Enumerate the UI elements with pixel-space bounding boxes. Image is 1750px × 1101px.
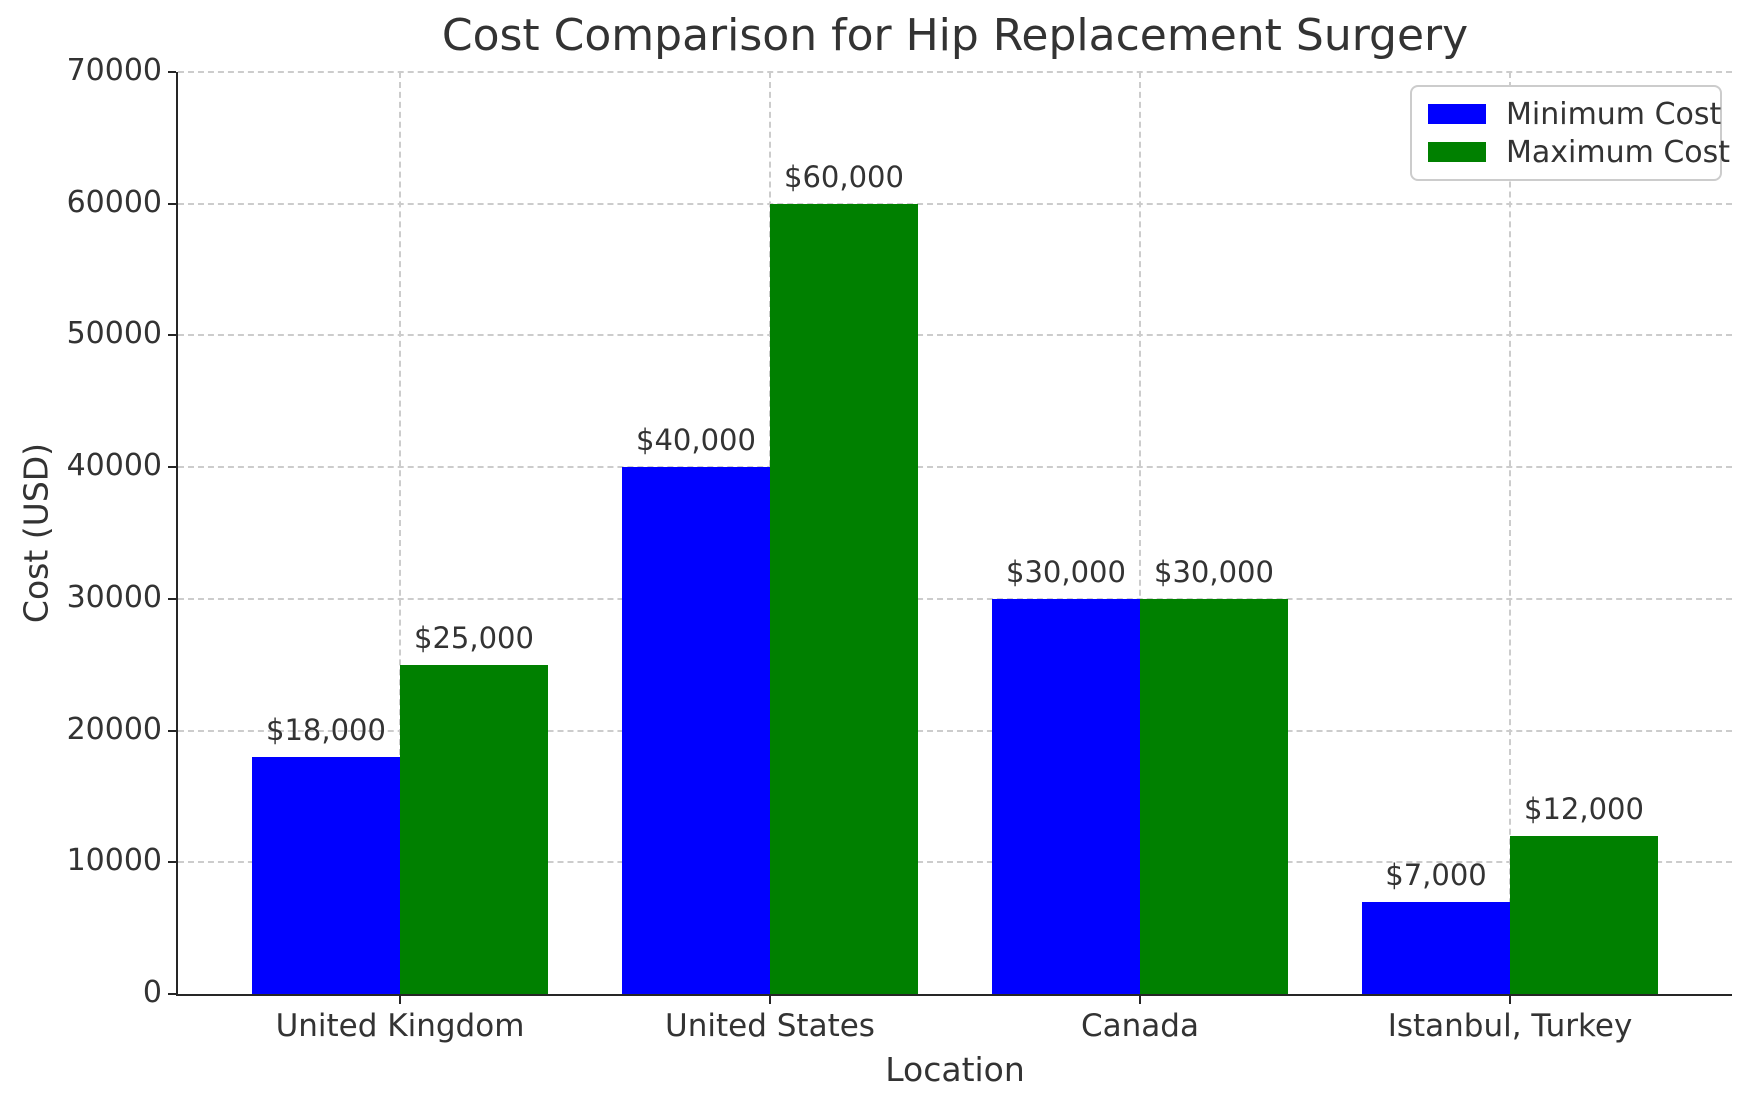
grid-line-y-40000: [178, 466, 1732, 469]
bar-maximum-cost-united-states: [770, 203, 918, 994]
bar-maximum-cost-istanbul-turkey: [1510, 835, 1658, 994]
legend-swatch-maximum-cost: [1428, 142, 1486, 162]
y-tick-70000: [168, 71, 176, 73]
x-tick-united-states: [769, 996, 771, 1004]
grid-line-y-30000: [178, 597, 1732, 600]
y-tick-label-20000: 20000: [66, 711, 162, 747]
bar-minimum-cost-united-states: [622, 467, 770, 994]
bar-value-maximum-cost-istanbul-turkey: $12,000: [1524, 791, 1644, 826]
x-tick-united-kingdom: [399, 996, 401, 1004]
x-tick-canada: [1139, 996, 1141, 1004]
y-tick-label-60000: 60000: [66, 184, 162, 220]
y-tick-50000: [168, 334, 176, 337]
grid-line-y-60000: [178, 202, 1732, 205]
grid-line-x-istanbul-turkey: [1509, 72, 1511, 994]
bar-value-minimum-cost-united-kingdom: $18,000: [266, 712, 386, 747]
x-tick-label-canada: Canada: [1081, 1008, 1199, 1044]
y-tick-40000: [168, 466, 176, 469]
bar-minimum-cost-istanbul-turkey: [1362, 901, 1510, 994]
legend-swatch-minimum-cost: [1428, 104, 1486, 124]
x-tick-label-united-states: United States: [665, 1008, 875, 1044]
x-tick-label-istanbul-turkey: Istanbul, Turkey: [1387, 1008, 1633, 1044]
x-tick-label-united-kingdom: United Kingdom: [275, 1008, 525, 1044]
x-axis-title: Location: [885, 1050, 1025, 1089]
y-tick-label-0: 0: [142, 975, 162, 1010]
legend-label-maximum-cost: Maximum Cost: [1506, 134, 1731, 170]
bar-value-maximum-cost-united-kingdom: $25,000: [414, 620, 534, 655]
bar-minimum-cost-united-kingdom: [252, 756, 400, 994]
grid-line-y-20000: [178, 729, 1732, 732]
y-tick-30000: [168, 597, 176, 600]
y-tick-label-50000: 50000: [66, 316, 162, 352]
grid-line-x-canada: [1139, 72, 1141, 994]
grid-line-y-70000: [178, 71, 1732, 73]
grid-line-y-10000: [178, 861, 1732, 864]
legend-item-minimum-cost: Minimum Cost: [1428, 95, 1721, 133]
bar-maximum-cost-canada: [1140, 598, 1288, 994]
y-tick-label-40000: 40000: [66, 448, 162, 484]
legend: Minimum Cost Maximum Cost: [1410, 85, 1730, 181]
grid-line-x-united-kingdom: [399, 72, 401, 994]
bar-value-minimum-cost-istanbul-turkey: $7,000: [1385, 857, 1487, 892]
legend-label-minimum-cost: Minimum Cost: [1506, 96, 1722, 132]
plot-area: $18,000 $25,000 $40,000 $60,000 $30,000 $30,0…: [176, 71, 1732, 996]
legend-item-maximum-cost: Maximum Cost: [1428, 133, 1730, 171]
bar-value-minimum-cost-canada: $30,000: [1006, 554, 1126, 589]
x-tick-istanbul-turkey: [1509, 996, 1511, 1004]
chart-title: Cost Comparison for Hip Replacement Surg…: [441, 10, 1469, 61]
bar-value-maximum-cost-canada: $30,000: [1154, 554, 1274, 589]
y-tick-60000: [168, 202, 176, 205]
y-tick-label-10000: 10000: [66, 843, 162, 879]
bar-maximum-cost-united-kingdom: [400, 664, 548, 994]
bar-value-maximum-cost-united-states: $60,000: [784, 159, 904, 194]
y-tick-label-30000: 30000: [66, 579, 162, 615]
bar-minimum-cost-canada: [992, 598, 1140, 994]
y-tick-label-70000: 70000: [66, 53, 162, 88]
grid-line-y-50000: [178, 334, 1732, 337]
y-tick-20000: [168, 729, 176, 732]
bar-value-minimum-cost-united-states: $40,000: [636, 423, 756, 458]
y-tick-10000: [168, 861, 176, 864]
y-tick-0: [168, 993, 176, 995]
